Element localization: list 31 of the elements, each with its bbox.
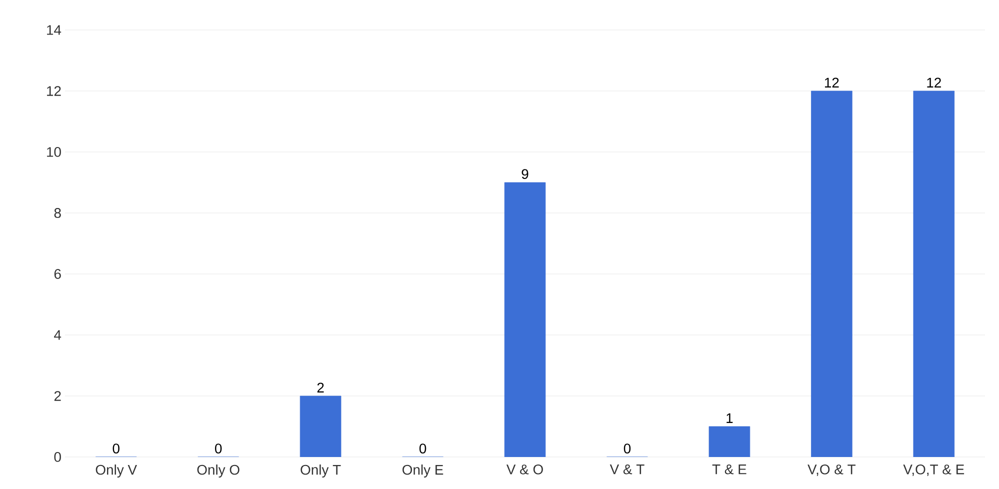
- data-label: 12: [927, 78, 941, 88]
- data-label: 1: [726, 413, 733, 423]
- y-tick-label: 4: [54, 330, 62, 340]
- data-label: 0: [419, 444, 426, 454]
- data-label: 12: [824, 78, 839, 88]
- x-tick-label: Only T: [300, 464, 341, 478]
- bar: [504, 182, 546, 457]
- y-tick-label: 2: [54, 391, 61, 401]
- data-label: 0: [624, 444, 631, 454]
- x-tick-label: Only E: [402, 464, 444, 478]
- x-tick-label: V & O: [506, 464, 543, 474]
- data-label: 0: [215, 444, 222, 454]
- x-tick-label: Only V: [96, 464, 137, 478]
- x-tick-label: Only O: [197, 464, 240, 478]
- y-tick-label: 8: [54, 208, 61, 218]
- bar: [708, 426, 750, 457]
- bar: [300, 396, 342, 457]
- bar: [811, 90, 852, 457]
- y-tick-label: 6: [54, 269, 61, 279]
- y-tick-label: 0: [54, 452, 61, 462]
- bar: [913, 90, 955, 457]
- x-tick-label: V,O & T: [808, 464, 856, 476]
- data-label: 2: [317, 382, 324, 392]
- x-tick-label: T & E: [712, 464, 746, 474]
- y-tick-label: 12: [47, 86, 61, 96]
- y-tick-label: 10: [47, 147, 61, 157]
- y-tick-label: 14: [47, 25, 62, 35]
- data-label: 9: [522, 169, 528, 179]
- x-tick-label: V,O,T & E: [903, 464, 964, 476]
- x-tick-label: V & T: [610, 464, 644, 474]
- data-label: 0: [112, 444, 120, 454]
